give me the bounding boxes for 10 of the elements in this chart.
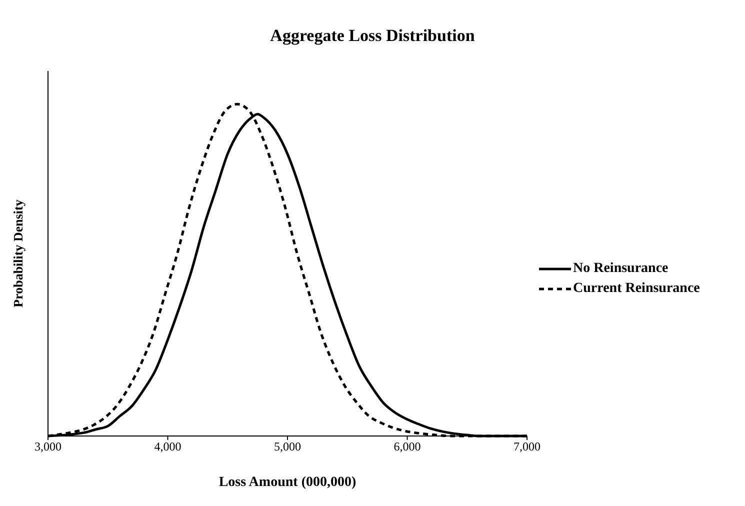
x-tick-label: 5,000 xyxy=(274,440,301,454)
x-axis-title: Loss Amount (000,000) xyxy=(218,475,356,490)
legend-label: Current Reinsurance xyxy=(573,281,700,297)
y-axis-title: Probability Density xyxy=(10,199,26,308)
x-tick-label: 3,000 xyxy=(34,440,62,454)
x-tick-label: 4,000 xyxy=(154,440,182,454)
x-tick-label: 7,000 xyxy=(514,440,540,454)
x-tick-label: 6,000 xyxy=(394,440,421,454)
chart-title: Aggregate Loss Distribution xyxy=(269,25,476,47)
legend-label: No Reinsurance xyxy=(573,261,668,277)
